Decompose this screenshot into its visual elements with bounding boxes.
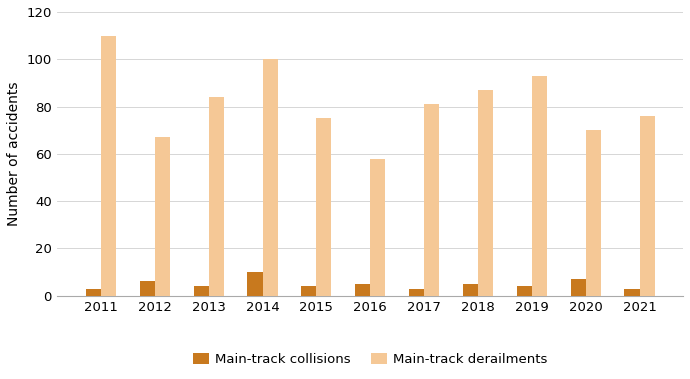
Bar [640,116,655,296]
Bar [624,288,640,296]
Bar [155,137,170,296]
Bar [517,286,532,296]
Y-axis label: Number of accidents: Number of accidents [7,81,21,226]
Bar [262,59,277,296]
Bar [208,97,224,296]
Bar [194,286,208,296]
Bar [478,90,493,296]
Bar [101,36,116,296]
Bar [424,104,439,296]
Bar [302,286,317,296]
Bar [140,282,155,296]
Bar [463,284,478,296]
Bar [586,130,601,296]
Bar [409,288,424,296]
Legend: Main-track collisions, Main-track derailments: Main-track collisions, Main-track derail… [188,348,553,371]
Bar [86,288,101,296]
Bar [571,279,586,296]
Bar [371,158,385,296]
Bar [532,76,547,296]
Bar [355,284,371,296]
Bar [317,118,331,296]
Bar [248,272,262,296]
